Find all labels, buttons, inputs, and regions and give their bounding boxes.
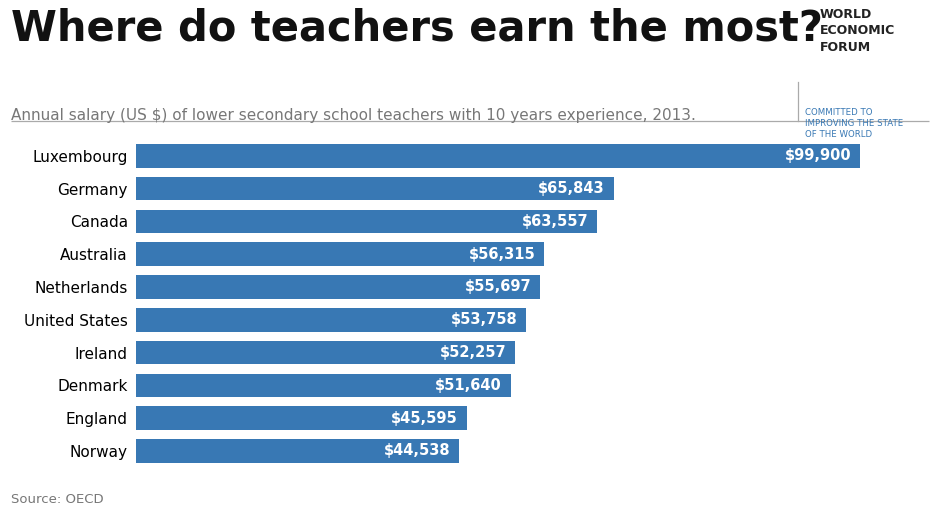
Text: $55,697: $55,697 — [464, 280, 531, 294]
Text: $63,557: $63,557 — [522, 214, 588, 229]
Text: Annual salary (US $) of lower secondary school teachers with 10 years experience: Annual salary (US $) of lower secondary … — [11, 108, 697, 122]
Bar — [136, 209, 597, 233]
Text: $56,315: $56,315 — [469, 247, 536, 262]
Text: Where do teachers earn the most?: Where do teachers earn the most? — [11, 8, 823, 50]
Bar — [136, 374, 510, 397]
Bar — [136, 242, 544, 266]
Text: COMMITTED TO
IMPROVING THE STATE
OF THE WORLD: COMMITTED TO IMPROVING THE STATE OF THE … — [805, 108, 903, 139]
Text: $53,758: $53,758 — [450, 312, 517, 327]
Text: $44,538: $44,538 — [384, 443, 450, 458]
Bar — [136, 177, 614, 200]
Text: Source: OECD: Source: OECD — [11, 493, 104, 506]
Text: $52,257: $52,257 — [440, 345, 507, 360]
Text: WORLD
ECONOMIC
FORUM: WORLD ECONOMIC FORUM — [820, 8, 895, 54]
Text: $51,640: $51,640 — [435, 378, 502, 393]
Bar — [136, 407, 467, 430]
Bar — [136, 439, 459, 463]
Bar — [136, 144, 860, 167]
Bar — [136, 341, 515, 365]
Bar — [136, 308, 525, 332]
Text: $99,900: $99,900 — [785, 148, 852, 163]
Text: $65,843: $65,843 — [539, 181, 604, 196]
Bar — [136, 275, 540, 299]
Text: $45,595: $45,595 — [391, 411, 458, 425]
